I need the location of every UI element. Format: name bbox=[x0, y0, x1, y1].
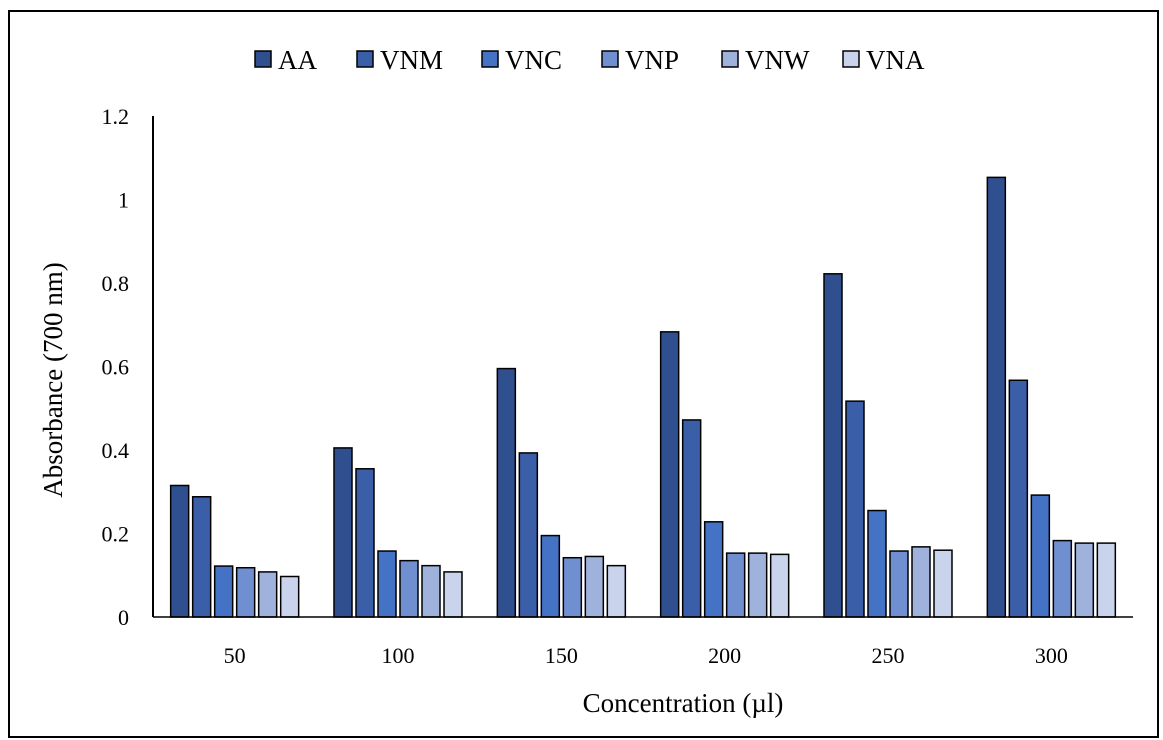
legend-swatch-vnp bbox=[601, 50, 619, 68]
bar-vnp-100 bbox=[399, 559, 419, 618]
bar-aa-250 bbox=[823, 273, 843, 618]
bar-vnm-300 bbox=[1008, 379, 1029, 618]
bar-aa-300 bbox=[986, 176, 1007, 618]
bar-aa-150 bbox=[496, 367, 517, 618]
y-tick-label: 1.2 bbox=[102, 104, 130, 129]
bar-vnm-150 bbox=[518, 452, 539, 618]
legend-label-vnc: VNC bbox=[505, 45, 562, 75]
legend-label-vna: VNA bbox=[866, 45, 925, 75]
bar-aa-200 bbox=[659, 331, 680, 618]
bar-aa-50 bbox=[169, 484, 190, 618]
legend-label-vnm: VNM bbox=[380, 45, 443, 75]
bar-vnc-100 bbox=[377, 550, 397, 618]
x-axis-ticks: 50 100 150 200 250 300 bbox=[224, 643, 1068, 668]
bar-vnw-150 bbox=[584, 555, 605, 618]
y-axis-title: Absorbance (700 nm) bbox=[38, 262, 68, 497]
bar-vna-250 bbox=[933, 549, 953, 618]
y-tick-label: 0.8 bbox=[102, 271, 130, 296]
legend-swatch-vna bbox=[842, 50, 860, 68]
y-tick-label: 1 bbox=[118, 188, 129, 213]
bar-vnc-50 bbox=[213, 565, 234, 618]
bar-vnm-50 bbox=[191, 496, 212, 618]
bar-vna-150 bbox=[606, 564, 627, 618]
y-tick-label: 0 bbox=[118, 605, 129, 630]
y-tick-label: 0.4 bbox=[102, 438, 130, 463]
bar-vnw-300 bbox=[1074, 542, 1095, 618]
legend-label-aa: AA bbox=[278, 45, 317, 75]
bar-vnw-200 bbox=[747, 552, 768, 618]
legend: AA VNM VNC VNP VNW VNA bbox=[254, 45, 925, 75]
legend-swatch-vnw bbox=[721, 50, 739, 68]
bar-vna-300 bbox=[1096, 542, 1117, 618]
bar-vnc-150 bbox=[540, 534, 561, 618]
legend-swatch-aa bbox=[254, 50, 272, 68]
bar-vnp-300 bbox=[1052, 539, 1073, 618]
bar-vna-50 bbox=[279, 575, 300, 618]
bar-vnc-200 bbox=[703, 521, 724, 618]
bar-vnp-200 bbox=[725, 552, 746, 618]
x-tick-label: 150 bbox=[545, 643, 578, 668]
legend-swatch-vnc bbox=[481, 50, 499, 68]
bar-vnw-100 bbox=[421, 564, 441, 618]
bar-vna-100 bbox=[443, 571, 463, 618]
x-tick-label: 50 bbox=[224, 643, 246, 668]
legend-label-vnp: VNP bbox=[625, 45, 679, 75]
legend-swatch-vnm bbox=[356, 50, 374, 68]
bar-vnc-300 bbox=[1030, 494, 1051, 618]
bar-vnp-50 bbox=[235, 566, 256, 618]
bars bbox=[169, 176, 1117, 618]
x-axis-title: Concentration (µl) bbox=[583, 688, 784, 718]
bar-vnm-200 bbox=[681, 419, 702, 618]
x-tick-label: 250 bbox=[872, 643, 905, 668]
bar-vnp-250 bbox=[889, 550, 909, 618]
x-tick-label: 300 bbox=[1035, 643, 1068, 668]
legend-label-vnw: VNW bbox=[745, 45, 810, 75]
bar-vnc-250 bbox=[867, 509, 887, 618]
bar-vnw-250 bbox=[911, 546, 931, 618]
y-tick-label: 0.2 bbox=[102, 522, 130, 547]
y-axis-ticks: 0 0.2 0.4 0.6 0.8 1 1.2 bbox=[102, 104, 130, 630]
bar-vnp-150 bbox=[562, 556, 583, 618]
x-tick-label: 100 bbox=[382, 643, 415, 668]
bar-vnm-250 bbox=[845, 400, 865, 618]
x-tick-label: 200 bbox=[708, 643, 741, 668]
bar-aa-100 bbox=[333, 447, 353, 618]
y-tick-label: 0.6 bbox=[102, 355, 130, 380]
bar-vnw-50 bbox=[257, 571, 278, 618]
bar-vnm-100 bbox=[355, 468, 375, 618]
bar-vna-200 bbox=[769, 553, 790, 618]
